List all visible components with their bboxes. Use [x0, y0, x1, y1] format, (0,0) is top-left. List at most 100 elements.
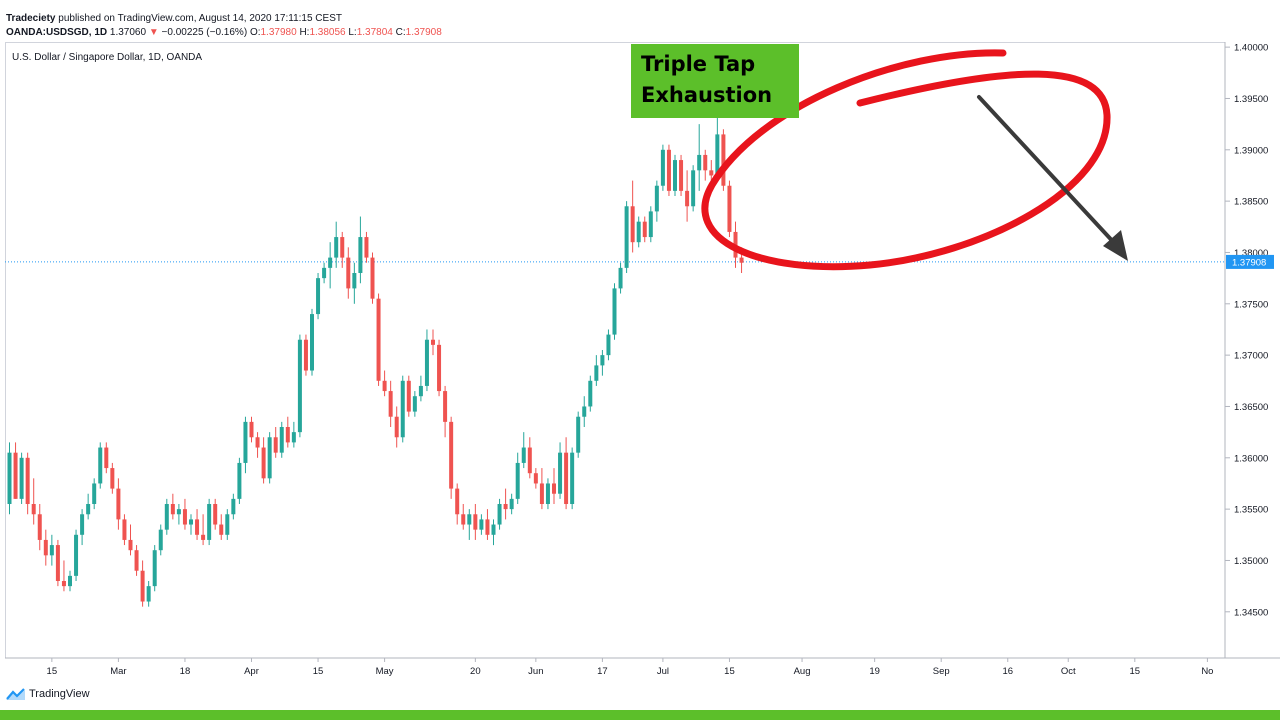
candle-down [55, 545, 60, 581]
symbol-label: OANDA:USDSGD, 1D [6, 27, 108, 38]
candle-up [697, 154, 702, 171]
downtrend-arrow-shaft [977, 95, 1120, 249]
candle-down [37, 514, 42, 540]
candle-up [297, 339, 302, 433]
candle-down [134, 550, 139, 571]
candle-up [588, 380, 593, 407]
candle-down [364, 237, 369, 258]
candle-up [515, 462, 520, 499]
y-tick-label: 1.34500 [1234, 607, 1268, 618]
y-tick-label: 1.40000 [1234, 43, 1268, 54]
y-tick-label: 1.38500 [1234, 197, 1268, 208]
x-tick-label: Sep [933, 666, 950, 677]
open-value: 1.37980 [260, 27, 297, 38]
candle-up [715, 134, 720, 176]
publish-info: Tradeciety published on TradingView.com,… [6, 13, 342, 24]
candle-up [310, 314, 314, 371]
candle-up [74, 534, 79, 576]
candle-down [388, 391, 393, 417]
candle-down [255, 437, 260, 448]
candle-down [303, 339, 308, 371]
candle-down [703, 154, 708, 171]
candle-up [570, 452, 575, 504]
candle-down [564, 452, 569, 504]
candle-up [636, 221, 641, 243]
candle-up [189, 519, 193, 525]
candle-down [503, 504, 508, 510]
candle-up [618, 267, 623, 289]
close-value: 1.37908 [405, 27, 442, 38]
candle-down [61, 581, 66, 587]
tradingview-brand: TradingView [29, 688, 90, 700]
candle-down [201, 534, 206, 540]
candle-down [370, 257, 375, 299]
candle-up [654, 185, 659, 212]
candle-down [473, 514, 478, 530]
candle-up [521, 447, 526, 463]
candle-down [43, 539, 48, 556]
x-tick-label: Apr [244, 666, 259, 677]
candle-up [412, 396, 417, 412]
y-tick-label: 1.36500 [1234, 402, 1268, 413]
tradingview-footer[interactable]: TradingView [6, 688, 90, 700]
candle-up [86, 504, 91, 515]
candle-up [600, 355, 605, 366]
candle-down [13, 452, 18, 499]
x-tick-label: 15 [1130, 666, 1141, 677]
candle-down [116, 488, 121, 520]
candle-down [630, 206, 635, 243]
last-price-badge-label: 1.37908 [1232, 257, 1266, 268]
candle-down [685, 190, 690, 207]
candle-down [527, 447, 532, 474]
x-tick-label: 19 [869, 666, 880, 677]
high-value: 1.38056 [309, 27, 346, 38]
candle-up [19, 457, 24, 499]
x-tick-label: May [376, 666, 394, 677]
candle-down [346, 257, 351, 289]
candle-down [128, 539, 133, 551]
candle-up [545, 483, 550, 504]
candle-up [358, 237, 363, 273]
candle-down [437, 344, 442, 392]
candle-up [316, 278, 321, 315]
x-tick-label: No [1201, 666, 1213, 677]
candle-up [606, 334, 611, 356]
high-label: H: [299, 27, 310, 38]
candle-up [612, 288, 617, 335]
candle-down [533, 473, 538, 484]
candle-down [721, 134, 726, 186]
candle-down [485, 519, 490, 535]
x-tick-label: 15 [47, 666, 58, 677]
x-tick-label: Oct [1061, 666, 1076, 677]
candle-down [666, 149, 671, 191]
down-triangle-icon: ▼ [148, 27, 159, 38]
candle-up [7, 452, 12, 504]
candle-down [382, 380, 387, 392]
candle-down [285, 427, 290, 443]
publisher-name: Tradeciety [6, 13, 56, 24]
tradingview-logo-icon [6, 688, 25, 700]
callout-line-1: Triple Tap [641, 52, 756, 76]
candle-up [352, 273, 357, 289]
candle-up [467, 514, 472, 525]
candle-up [80, 514, 85, 535]
x-tick-label: Jun [528, 666, 543, 677]
candle-up [146, 586, 151, 602]
candle-up [691, 170, 696, 207]
candle-up [49, 545, 54, 556]
candle-up [225, 514, 230, 535]
candle-down [443, 391, 448, 422]
x-tick-label: 17 [597, 666, 608, 677]
candle-up [497, 504, 502, 525]
candle-down [539, 483, 544, 504]
y-tick-label: 1.38000 [1234, 248, 1268, 259]
x-tick-label: 16 [1002, 666, 1013, 677]
candle-up [400, 380, 405, 438]
price-change: −0.00225 (−0.16%) [161, 27, 248, 38]
candle-up [576, 416, 581, 453]
candle-down [461, 514, 466, 525]
candle-down [406, 380, 411, 412]
chart-pane[interactable] [5, 42, 1225, 658]
candle-up [418, 385, 423, 397]
